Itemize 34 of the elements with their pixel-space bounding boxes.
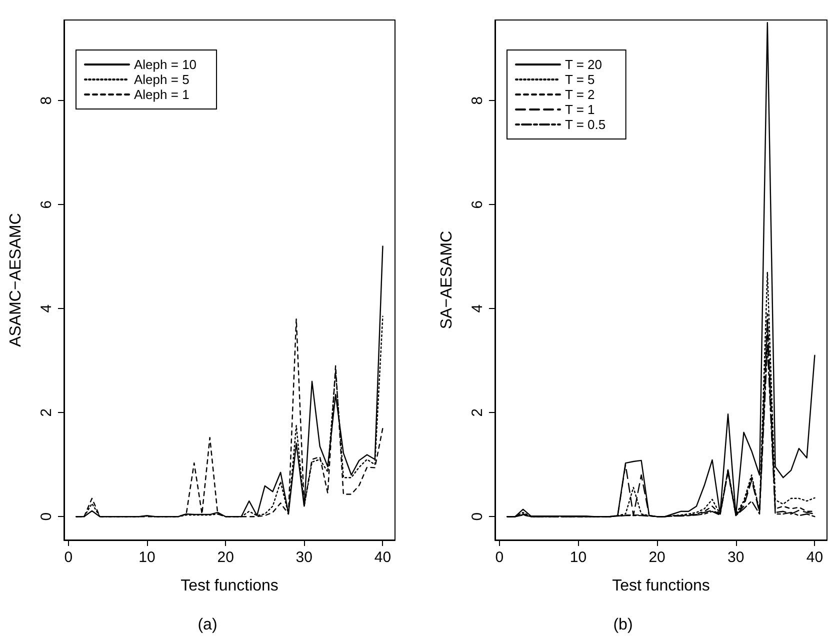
x-axis-title: Test functions	[612, 578, 710, 594]
legend-label: T = 1	[565, 102, 595, 117]
x-tick-label: 30	[728, 549, 744, 566]
text: (a)	[198, 616, 218, 634]
x-tick-label: 0	[495, 549, 504, 566]
x-tick-label: 30	[296, 549, 312, 566]
text: (b)	[613, 616, 633, 634]
x-axis-title: Test functions	[180, 578, 278, 594]
legend-label: T = 2	[565, 87, 595, 102]
y-axis-title: ASAMC−AESAMC	[8, 213, 24, 347]
legend-label: T = 0.5	[565, 117, 606, 132]
y-tick-label: 6	[38, 200, 55, 209]
y-tick-label: 6	[469, 200, 486, 209]
x-tick-label: 40	[806, 549, 824, 566]
y-tick-label: 2	[469, 408, 486, 417]
legend-label: Aleph = 1	[134, 87, 190, 102]
x-tick-label: 20	[648, 549, 666, 566]
legend-label: Aleph = 10	[134, 57, 197, 72]
y-tick-label: 8	[38, 96, 55, 105]
legend-label: Aleph = 5	[134, 72, 190, 87]
x-tick-label: 10	[570, 549, 587, 566]
y-tick-label: 4	[38, 304, 55, 313]
y-tick-label: 0	[38, 512, 55, 521]
legend-label: T = 20	[565, 57, 602, 72]
legend-label: T = 5	[565, 72, 595, 87]
x-tick-label: 0	[64, 549, 73, 566]
y-tick-label: 0	[469, 512, 486, 521]
x-tick-label: 20	[217, 549, 234, 566]
y-tick-label: 4	[469, 304, 486, 313]
x-tick-label: 10	[138, 549, 156, 566]
y-tick-label: 8	[469, 96, 486, 105]
y-tick-label: 2	[38, 408, 55, 417]
x-tick-label: 40	[374, 549, 392, 566]
y-axis-title: SA−AESAMC	[438, 230, 456, 330]
